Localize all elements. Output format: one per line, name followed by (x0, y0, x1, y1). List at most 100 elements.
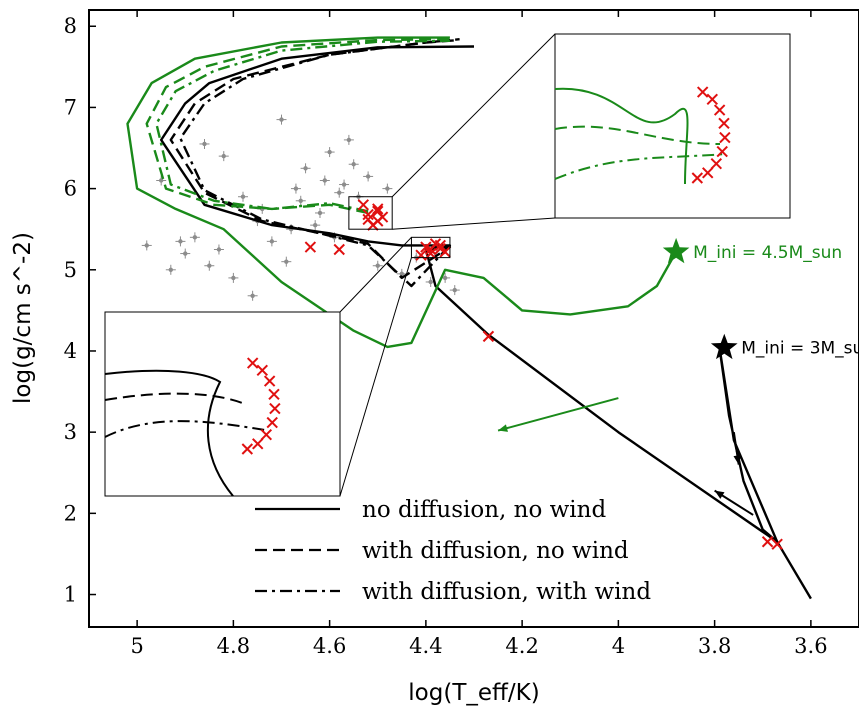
arrow-head (733, 454, 742, 465)
inset-marker-cross (691, 172, 704, 184)
observed-star (315, 207, 325, 218)
marker-cross (362, 208, 374, 221)
marker-cross (415, 249, 427, 261)
x-tick-label: 4.6 (313, 634, 346, 658)
y-tick-label: 1 (64, 583, 77, 607)
mass-labels-layer: M_ini = 4.5M_sun M_ini = 3M_sun (693, 243, 859, 359)
inset-series-line (554, 87, 689, 185)
inset-marker-cross (256, 364, 269, 377)
inset-series-line (104, 420, 266, 438)
marker-cross (362, 213, 374, 226)
observed-star (324, 147, 335, 158)
observed-point (284, 259, 289, 264)
legend-label: with diffusion, with wind (362, 579, 651, 605)
markers-layer (304, 199, 783, 550)
marker-cross (761, 536, 774, 548)
inset-marker-cross (260, 428, 273, 441)
observed-point (221, 153, 226, 159)
observed-star (300, 163, 311, 174)
observed-point (269, 239, 275, 244)
observed-point (216, 247, 222, 252)
observed-stars-layer (141, 114, 460, 301)
marker-cross (771, 538, 783, 550)
x-tick-label: 4.8 (217, 634, 250, 658)
observed-point (428, 279, 433, 285)
observed-star (372, 260, 383, 271)
marker-cross (424, 247, 437, 260)
observed-point (250, 293, 255, 298)
connector-line (392, 217, 556, 230)
observed-point (144, 243, 149, 248)
observed-point (452, 287, 457, 293)
x-tick-label: 3.8 (698, 634, 731, 658)
observed-point (317, 210, 323, 216)
inset-marker-cross (718, 117, 730, 130)
observed-star (180, 248, 191, 259)
inset-marker-cross (702, 167, 714, 179)
inset-marker-cross (696, 86, 709, 98)
observed-point (337, 190, 342, 195)
y-tick-label: 2 (64, 501, 77, 525)
y-tick-label: 6 (64, 177, 77, 201)
observed-point (303, 166, 308, 171)
observed-star (290, 183, 301, 194)
observed-point (312, 222, 318, 228)
inset-marker-cross (263, 375, 276, 387)
ticks-layer: 5 4.8 4.6 4.4 4.2 4 3.8 3.6 1 2 3 4 5 6 7 8 (64, 10, 828, 658)
inset-upper (348, 33, 791, 230)
observed-star (165, 264, 176, 275)
plot-frame (88, 9, 859, 628)
observed-point (298, 198, 303, 203)
observed-star (199, 138, 210, 149)
inset-marker-cross (266, 416, 278, 429)
observed-star (348, 159, 359, 170)
observed-point (158, 178, 164, 183)
connector-line (339, 236, 412, 313)
marker-cross (372, 203, 384, 215)
observed-point (202, 141, 207, 147)
observed-star (449, 285, 460, 296)
y-tick-label: 3 (64, 420, 77, 444)
observed-point (327, 149, 332, 155)
inset-marker-cross (716, 145, 728, 158)
series-line (179, 38, 460, 288)
inset-series-line (104, 392, 246, 405)
marker-cross (304, 241, 317, 253)
star-3-msun-icon (710, 333, 738, 360)
y-tick-label: 4 (64, 339, 77, 363)
observed-star (238, 191, 248, 202)
observed-point (322, 178, 328, 183)
observed-star (218, 151, 229, 162)
observed-point (365, 174, 371, 179)
mass-label: M_ini = 3M_sun (741, 339, 859, 359)
observed-point (183, 251, 188, 256)
x-tick-label: 4.2 (505, 634, 538, 658)
y-axis-title: log(g/cm s^-2) (10, 232, 36, 404)
y-tick-label: 7 (64, 95, 77, 119)
arrow-head (498, 424, 508, 432)
zoom-source-box (348, 196, 393, 230)
inset-marker-cross (241, 443, 254, 455)
observed-star (247, 290, 258, 301)
observed-star (141, 240, 152, 251)
observed-star (276, 114, 287, 125)
observed-star (204, 260, 215, 271)
observed-point (240, 194, 246, 199)
observed-star (228, 272, 239, 283)
observed-point (341, 182, 347, 187)
observed-point (178, 239, 183, 244)
observed-point (351, 162, 356, 167)
observed-point (375, 263, 380, 268)
observed-point (385, 186, 390, 191)
observed-point (293, 186, 299, 191)
x-axis-title: log(T_eff/K) (408, 680, 539, 706)
y-tick-label: 5 (64, 258, 77, 282)
x-tick-label: 3.6 (794, 634, 827, 658)
observed-star (295, 195, 306, 206)
observed-point (168, 267, 174, 272)
observed-point (399, 271, 405, 277)
marker-cross (420, 241, 432, 253)
inset-series-line (104, 369, 234, 497)
x-tick-label: 5 (130, 634, 143, 658)
